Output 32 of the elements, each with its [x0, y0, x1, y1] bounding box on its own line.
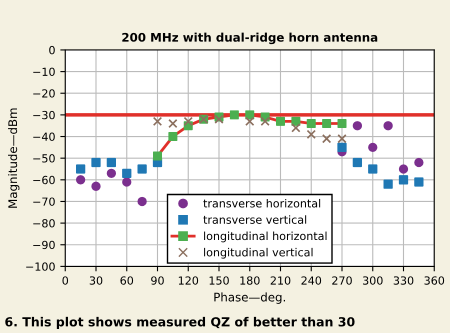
x-tick-label: 240: [301, 276, 322, 285]
y-tick-label: −100: [26, 262, 55, 271]
x-tick-label: 300: [362, 276, 383, 285]
x-tick-label: 360: [424, 276, 444, 285]
x-tick-label: 210: [270, 276, 290, 285]
x-tick-label: 270: [332, 276, 352, 285]
legend-label: transverse vertical: [203, 215, 306, 224]
x-tick-label: 330: [394, 276, 414, 285]
y-tick-label: 0: [49, 46, 55, 54]
x-tick-label: 60: [120, 276, 134, 285]
x-tick-label: 0: [62, 276, 68, 285]
y-tick-label: −10: [33, 68, 55, 76]
y-tick-label: −20: [33, 89, 55, 98]
y-tick-label: −90: [33, 240, 55, 250]
legend-label: longitudinal vertical: [204, 248, 313, 259]
legend-label: transverse horizontal: [203, 198, 320, 208]
y-tick-label: −70: [33, 197, 55, 206]
x-tick-label: 180: [240, 276, 260, 285]
x-tick-label: 90: [151, 276, 164, 285]
y-tick-label: −50: [33, 154, 55, 163]
legend-label: longitudinal horizontal: [204, 232, 327, 242]
x-axis-title: Phase—deg.: [214, 292, 286, 304]
x-tick-label: 120: [178, 276, 198, 285]
chart-title: 200 MHz with dual-ridge horn antenna: [122, 32, 378, 44]
y-tick-label: −80: [33, 219, 55, 228]
y-tick-label: −30: [33, 110, 55, 120]
x-tick-label: 150: [210, 276, 229, 285]
y-tick-label: −40: [33, 132, 55, 141]
text: 6. This plot shows measured QZ of better than 30: [5, 316, 355, 329]
y-axis-title: Magnitude—dBm: [8, 108, 20, 208]
x-tick-label: 30: [90, 276, 102, 285]
y-tick-label: −60: [33, 176, 55, 184]
